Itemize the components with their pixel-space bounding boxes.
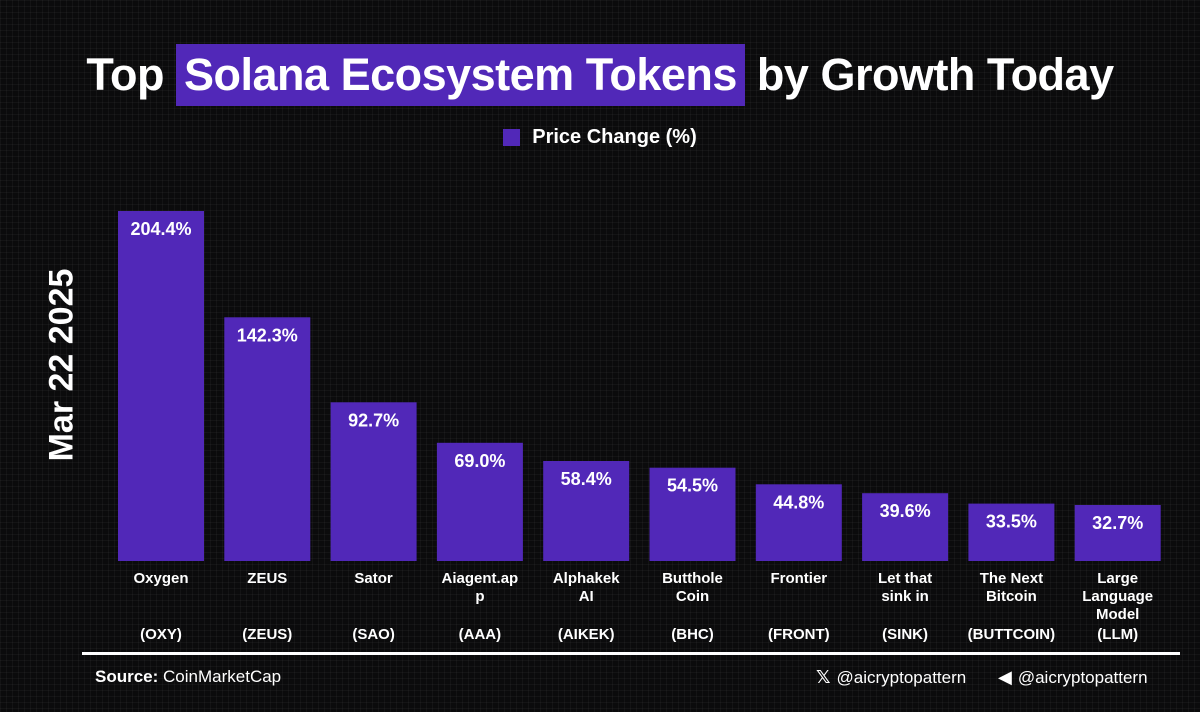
legend-label: Price Change (%): [532, 126, 697, 148]
data-label-0: 204.4%: [130, 219, 191, 239]
data-label-3: 69.0%: [454, 451, 505, 471]
ticker-label-3: (AAA): [459, 626, 502, 643]
chart-title: Top Solana Ecosystem Tokens by Growth To…: [0, 44, 1200, 106]
ticker-label-8: (BUTTCOIN): [968, 626, 1055, 643]
category-label-9-1: Language: [1082, 588, 1153, 605]
data-label-2: 92.7%: [348, 410, 399, 430]
data-label-7: 39.6%: [880, 501, 931, 521]
data-label-9: 32.7%: [1092, 513, 1143, 533]
data-label-5: 54.5%: [667, 476, 718, 496]
bar-5: [649, 467, 736, 561]
ticker-label-6: (FRONT): [768, 626, 830, 643]
x-icon: 𝕏: [816, 667, 831, 687]
x-social: 𝕏 @aicryptopattern: [816, 667, 966, 688]
category-label-3-0: Aiagent.ap: [442, 570, 519, 587]
category-label-8-1: Bitcoin: [986, 588, 1037, 605]
title-end: by Growth Today: [756, 49, 1114, 100]
category-label-0-0: Oxygen: [133, 570, 188, 587]
bar-4: [543, 461, 630, 561]
category-label-9-2: Model: [1096, 606, 1139, 623]
ticker-label-7: (SINK): [882, 626, 928, 643]
bar-9: [1074, 505, 1161, 561]
category-label-2-0: Sator: [354, 570, 393, 587]
bar-7: [862, 493, 949, 561]
category-label-4-1: AI: [579, 588, 594, 605]
ticker-label-5: (BHC): [671, 626, 714, 643]
ticker-label-9: (LLM): [1097, 626, 1138, 643]
category-label-5-1: Coin: [676, 588, 709, 605]
source-credit: Source: CoinMarketCap: [95, 667, 281, 687]
category-label-5-0: Butthole: [662, 570, 723, 587]
category-label-9-0: Large: [1097, 570, 1138, 587]
telegram-handle: @aicryptopattern: [1017, 667, 1148, 687]
source-label: Source:: [95, 667, 159, 686]
telegram-icon: ◀: [998, 667, 1012, 687]
bar-0: [118, 211, 204, 561]
x-handle: @aicryptopattern: [836, 667, 967, 687]
bar-1: [224, 317, 311, 561]
data-label-4: 58.4%: [561, 469, 612, 489]
title-start: Top: [86, 49, 164, 100]
ticker-label-0: (OXY): [140, 626, 182, 643]
bar-8: [968, 503, 1055, 561]
legend: Price Change (%): [0, 126, 1200, 149]
category-label-7-1: sink in: [881, 588, 929, 605]
ticker-label-1: (ZEUS): [242, 626, 292, 643]
data-label-1: 142.3%: [237, 325, 298, 345]
title-highlight: Solana Ecosystem Tokens: [176, 44, 745, 106]
legend-swatch: [503, 129, 521, 146]
bar-3: [436, 442, 523, 561]
data-label-8: 33.5%: [986, 512, 1037, 532]
category-label-4-0: Alphakek: [553, 570, 620, 587]
category-label-1-0: ZEUS: [247, 570, 287, 587]
category-label-7-0: Let that: [878, 570, 932, 587]
category-label-8-0: The Next: [980, 570, 1043, 587]
bar-2: [330, 402, 417, 561]
source-value: CoinMarketCap: [163, 667, 282, 686]
ticker-label-4: (AIKEK): [558, 626, 615, 643]
category-label-6-0: Frontier: [770, 570, 827, 587]
telegram-social: ◀ @aicryptopattern: [998, 667, 1148, 688]
footer-divider: [82, 652, 1180, 655]
ticker-label-2: (SAO): [352, 626, 395, 643]
category-label-3-1: p: [475, 588, 484, 605]
data-label-6: 44.8%: [773, 492, 824, 512]
bar-6: [755, 484, 842, 561]
